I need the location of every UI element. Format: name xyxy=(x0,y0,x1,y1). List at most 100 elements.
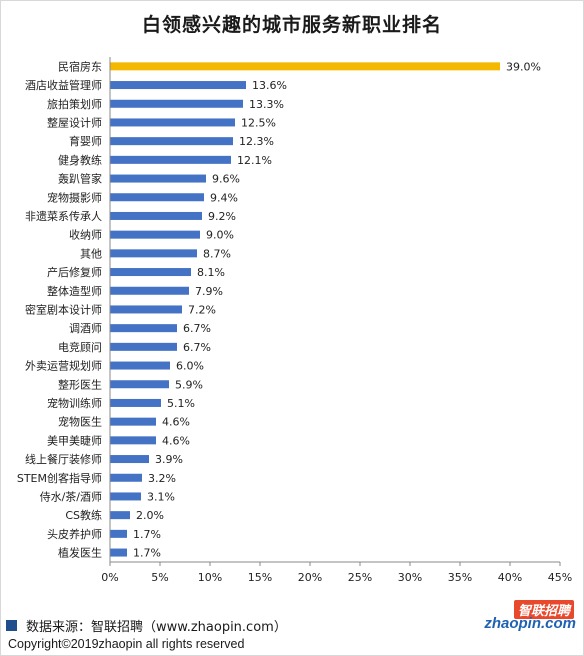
category-label: 育婴师 xyxy=(69,134,102,148)
category-label: CS教练 xyxy=(65,508,102,522)
x-tick-label: 35% xyxy=(448,571,472,584)
zhaopin-logo: 智联招聘 zhaopin.com xyxy=(484,600,580,634)
category-label: 外卖运营规划师 xyxy=(25,359,102,373)
x-tick-label: 45% xyxy=(548,571,572,584)
copyright-text: Copyright©2019zhaopin all rights reserve… xyxy=(8,637,245,651)
value-label: 12.3% xyxy=(239,135,274,148)
value-label: 9.0% xyxy=(206,229,234,242)
bar-17 xyxy=(110,361,170,370)
category-label: 头皮养护师 xyxy=(47,527,102,541)
value-label: 6.7% xyxy=(183,322,211,335)
category-label: 整屋设计师 xyxy=(47,115,102,129)
value-label: 3.9% xyxy=(155,453,183,466)
bar-27 xyxy=(110,548,127,557)
bar-20 xyxy=(110,417,156,426)
x-tick-label: 10% xyxy=(198,571,222,584)
bar-9 xyxy=(110,211,202,220)
category-label: 整形医生 xyxy=(58,377,102,391)
category-label: 非遗菜系传承人 xyxy=(25,209,102,223)
value-labels: 39.0% 13.6% 13.3% 12.5% 12.3% 12.1% 9.6% 9.4% 9.… xyxy=(133,60,541,559)
x-tick-label: 40% xyxy=(498,571,522,584)
bar-3 xyxy=(110,99,243,108)
category-label: 轰趴管家 xyxy=(58,172,102,186)
value-label: 9.2% xyxy=(208,210,236,223)
value-label: 6.7% xyxy=(183,341,211,354)
bar-26 xyxy=(110,529,127,538)
bar-19 xyxy=(110,398,161,407)
source-marker-icon xyxy=(6,620,17,631)
bar-1 xyxy=(110,62,500,71)
bar-24 xyxy=(110,492,141,501)
value-label: 13.3% xyxy=(249,98,284,111)
category-label: 其他 xyxy=(80,247,102,260)
x-tick-label: 30% xyxy=(398,571,422,584)
value-label: 1.7% xyxy=(133,547,161,560)
bar-11 xyxy=(110,249,197,258)
category-label: 电竞顾问 xyxy=(58,340,102,354)
x-axis: 0% 5% 10% 15% 20% 25% 30% 35% 40% 45% xyxy=(101,57,572,584)
category-labels: 民宿房东酒店收益管理师旅拍策划师整屋设计师育婴师健身教练轰趴管家宠物摄影师非遗菜… xyxy=(17,59,102,559)
logo-cn-text: 智联招聘 xyxy=(513,600,574,619)
bar-6 xyxy=(110,155,231,164)
category-label: 侍水/茶/酒师 xyxy=(40,490,102,503)
chart-title: 白领感兴趣的城市服务新职业排名 xyxy=(141,14,442,36)
x-tick-label: 0% xyxy=(101,571,118,584)
category-label: 植发医生 xyxy=(58,546,102,560)
bar-2 xyxy=(110,81,246,90)
category-label: 整体造型师 xyxy=(47,284,102,298)
bar-12 xyxy=(110,268,191,277)
bar-13 xyxy=(110,286,189,295)
category-label: 调酒师 xyxy=(69,322,102,335)
x-tick-label: 20% xyxy=(298,571,322,584)
category-label: 宠物医生 xyxy=(58,415,102,429)
bar-5 xyxy=(110,137,233,146)
bar-7 xyxy=(110,174,206,183)
bar-8 xyxy=(110,193,204,202)
value-label: 8.1% xyxy=(197,266,225,279)
value-label: 12.1% xyxy=(237,154,272,167)
value-label: 3.2% xyxy=(148,472,176,485)
category-label: 民宿房东 xyxy=(58,59,102,73)
category-label: 宠物训练师 xyxy=(47,396,102,410)
bar-14 xyxy=(110,305,182,314)
logo-en-text: zhaopin.com xyxy=(484,615,576,632)
category-label: 线上餐厅装修师 xyxy=(25,452,102,466)
bar-21 xyxy=(110,436,156,445)
category-label: 宠物摄影师 xyxy=(47,190,102,204)
value-label: 9.4% xyxy=(210,191,238,204)
bar-chart: 民宿房东酒店收益管理师旅拍策划师整屋设计师育婴师健身教练轰趴管家宠物摄影师非遗菜… xyxy=(17,57,572,584)
value-label: 3.1% xyxy=(147,490,175,503)
value-label: 12.5% xyxy=(241,116,276,129)
category-label: 健身教练 xyxy=(58,153,102,167)
bar-4 xyxy=(110,118,235,127)
bar-15 xyxy=(110,324,177,333)
bar-25 xyxy=(110,511,130,520)
bar-16 xyxy=(110,342,177,351)
category-label: 旅拍策划师 xyxy=(47,97,102,111)
bar-23 xyxy=(110,473,142,482)
category-label: 酒店收益管理师 xyxy=(25,78,102,92)
category-label: STEM创客指导师 xyxy=(17,471,102,485)
value-label: 39.0% xyxy=(506,60,541,73)
x-tick-label: 5% xyxy=(151,571,168,584)
value-label: 4.6% xyxy=(162,416,190,429)
value-label: 6.0% xyxy=(176,360,204,373)
value-label: 7.2% xyxy=(188,303,216,316)
bar-22 xyxy=(110,455,149,464)
source-text: 数据来源：智联招聘（www.zhaopin.com） xyxy=(26,620,287,635)
bar-10 xyxy=(110,230,200,239)
value-label: 4.6% xyxy=(162,434,190,447)
value-label: 5.9% xyxy=(175,378,203,391)
value-label: 1.7% xyxy=(133,528,161,541)
bars-layer xyxy=(110,62,500,557)
value-label: 7.9% xyxy=(195,285,223,298)
x-tick-label: 15% xyxy=(248,571,272,584)
category-label: 收纳师 xyxy=(69,228,102,242)
category-label: 产后修复师 xyxy=(47,265,102,279)
value-label: 2.0% xyxy=(136,509,164,522)
category-label: 密室剧本设计师 xyxy=(25,302,102,316)
x-tick-label: 25% xyxy=(348,571,372,584)
value-label: 13.6% xyxy=(252,79,287,92)
value-label: 8.7% xyxy=(203,247,231,260)
category-label: 美甲美睫师 xyxy=(47,434,102,447)
